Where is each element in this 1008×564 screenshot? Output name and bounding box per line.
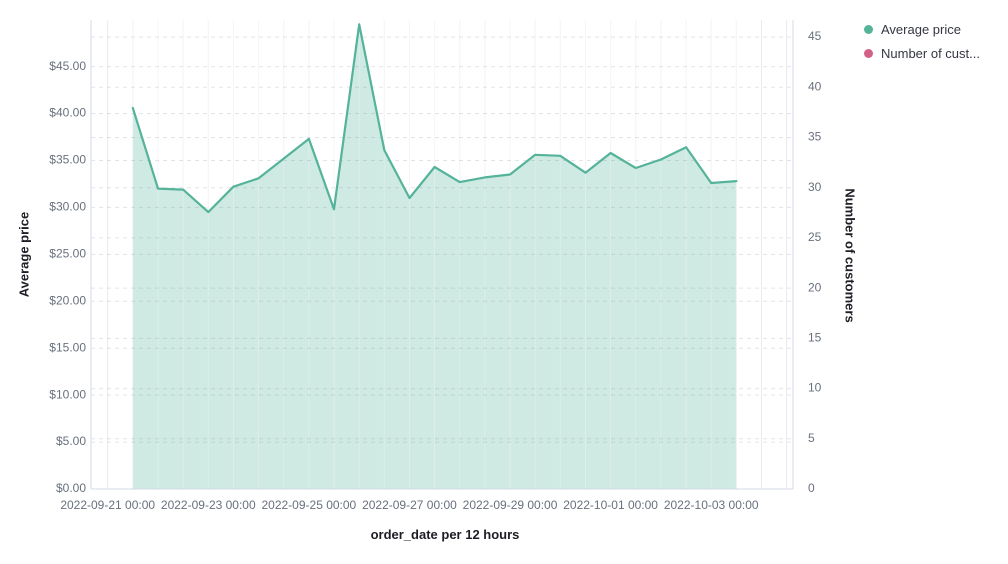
y-axis-right-tick-label: 25 (808, 230, 822, 244)
y-axis-right-tick-label: 20 (808, 280, 822, 294)
y-axis-right-tick-label: 35 (808, 130, 822, 144)
y-axis-right-tick-label: 40 (808, 79, 822, 93)
x-axis-tick-label: 2022-09-21 00:00 (60, 498, 155, 512)
x-axis-tick-label: 2022-09-23 00:00 (161, 498, 256, 512)
y-axis-right-tick-label: 10 (808, 381, 822, 395)
y-axis-left-tick-label: $0.00 (56, 481, 86, 495)
y-axis-left-tick-label: $25.00 (49, 247, 86, 261)
x-axis-tick-label: 2022-09-27 00:00 (362, 498, 457, 512)
y-axis-left-title: Average price (16, 211, 32, 298)
legend-item-label: Average price (881, 22, 961, 37)
legend-item-average-price[interactable]: Average price (864, 22, 980, 37)
y-axis-right-tick-label: 45 (808, 29, 822, 43)
x-axis-tick-label: 2022-09-25 00:00 (261, 498, 356, 512)
legend-item-label: Number of cust... (881, 46, 980, 61)
y-axis-left-tick-label: $20.00 (49, 293, 86, 307)
x-axis-title: order_date per 12 hours (370, 527, 520, 542)
y-axis-right-tick-label: 0 (808, 481, 815, 495)
y-axis-left-tick-label: $45.00 (49, 59, 86, 73)
y-axis-left-tick-label: $5.00 (56, 434, 86, 448)
y-axis-left-tick-label: $30.00 (49, 200, 86, 214)
legend-item-number-of-customers[interactable]: Number of cust... (864, 46, 980, 61)
y-axis-left-tick-label: $35.00 (49, 153, 86, 167)
series-color-dot-icon (864, 49, 873, 58)
average-price-line (131, 23, 738, 214)
y-axis-right-title: Number of customers (842, 188, 858, 323)
x-axis-tick-label: 2022-10-01 00:00 (563, 498, 658, 512)
y-axis-right-tick-label: 5 (808, 431, 815, 445)
y-axis-right-tick-label: 30 (808, 180, 822, 194)
y-axis-left-tick-label: $40.00 (49, 106, 86, 120)
series-color-dot-icon (864, 25, 873, 34)
y-axis-left-tick-label: $15.00 (49, 340, 86, 354)
x-axis-tick-label: 2022-09-29 00:00 (463, 498, 558, 512)
y-axis-right-tick-label: 15 (808, 331, 822, 345)
x-axis-tick-label: 2022-10-03 00:00 (664, 498, 759, 512)
legend: Average price Number of cust... (864, 22, 980, 61)
y-axis-left-tick-label: $10.00 (49, 387, 86, 401)
